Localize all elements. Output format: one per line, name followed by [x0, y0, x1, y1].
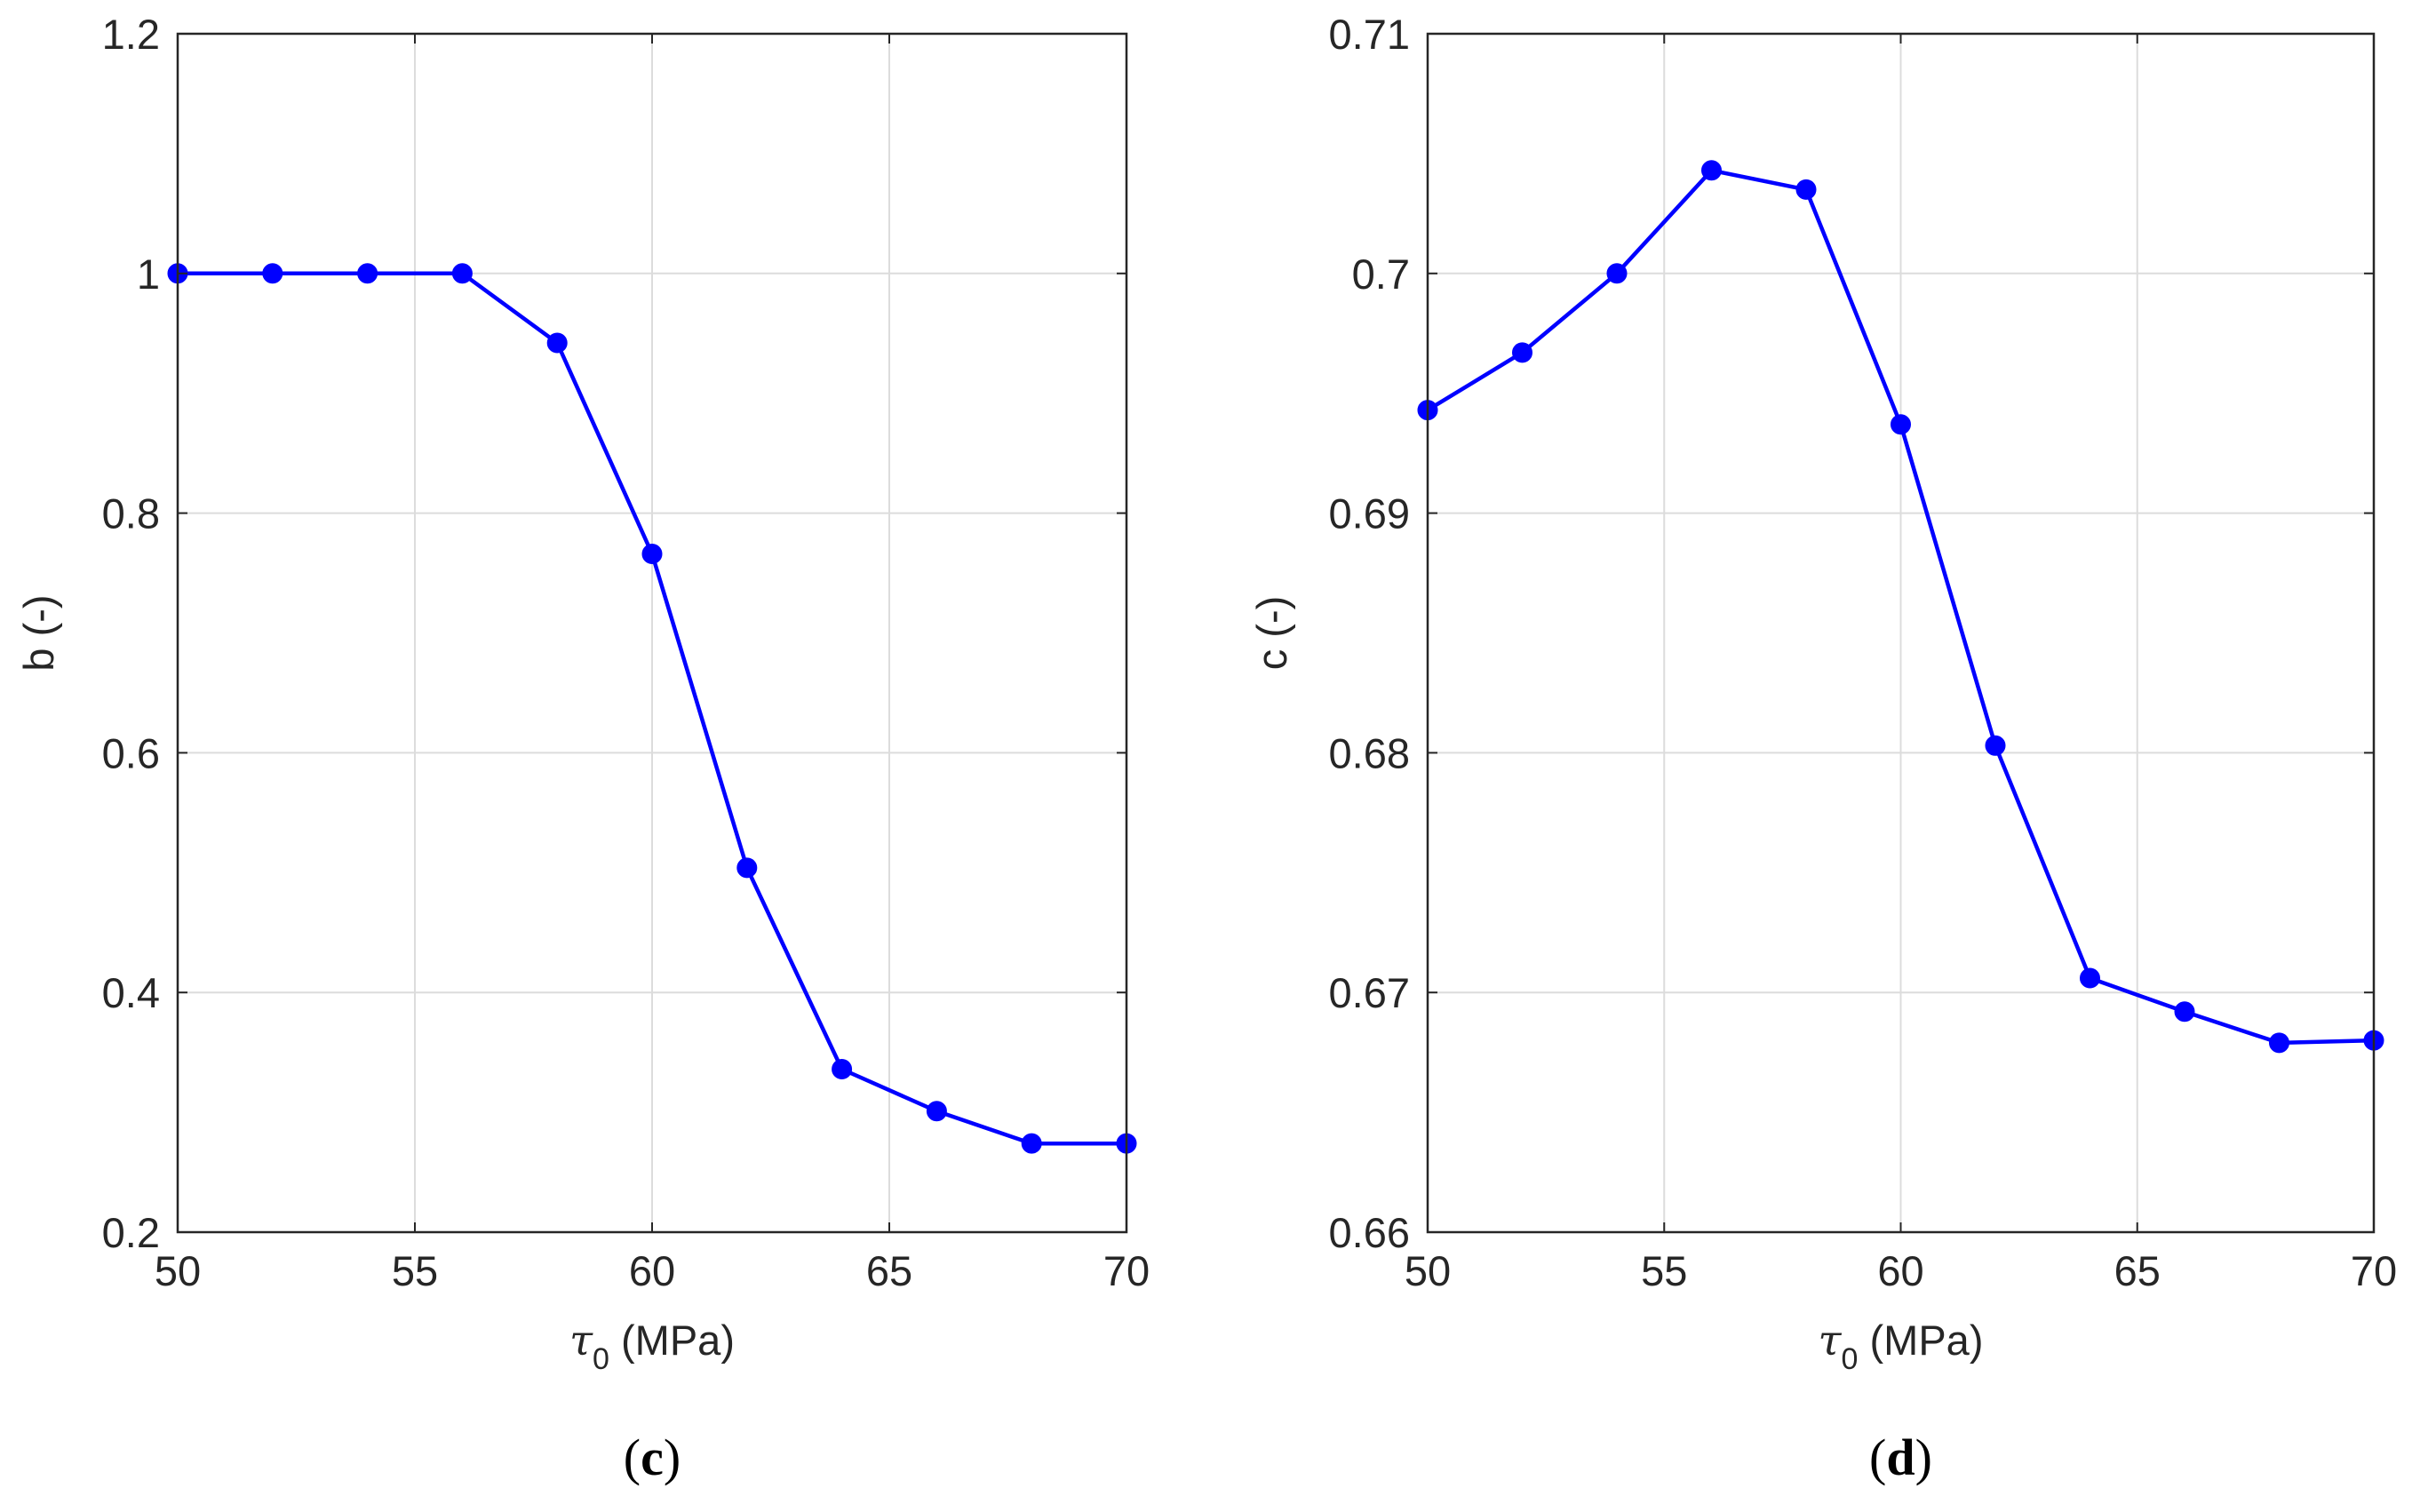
axis-ticks [1427, 33, 2375, 1233]
panel-label-letter: c [641, 1428, 664, 1486]
y-tick-label: 0.68 [1329, 729, 1410, 776]
panel-label: (c) [624, 1428, 681, 1486]
x-tick-label: 65 [2114, 1247, 2161, 1294]
y-tick-label: 0.71 [1329, 11, 1410, 58]
x-tick-labels: 50 55 60 65 70 [155, 1247, 1150, 1294]
data-markers [167, 263, 1137, 1154]
x-axis-label: τ0 (MPa) [1819, 1317, 1984, 1376]
panel-label-close: ) [664, 1428, 681, 1486]
x-axis-label-unit: (MPa) [609, 1317, 735, 1364]
data-point [1021, 1133, 1042, 1154]
data-point [736, 857, 758, 879]
y-tick-label: 0.69 [1329, 490, 1410, 537]
data-point [1795, 179, 1817, 200]
y-tick-label: 1 [137, 251, 160, 298]
y-axis-label: b (-) [15, 594, 62, 671]
panel-label-open: ( [1869, 1428, 1886, 1486]
y-tick-labels: 0.66 0.67 0.68 0.69 0.7 0.71 [1329, 11, 1410, 1256]
data-point [2269, 1032, 2289, 1054]
panel-label: (d) [1869, 1428, 1932, 1486]
data-point [546, 332, 568, 354]
y-tick-labels: 0.2 0.4 0.6 0.8 1 1.2 [102, 11, 160, 1256]
y-tick-label: 0.66 [1329, 1209, 1410, 1256]
data-point [832, 1059, 853, 1080]
x-axis-label-unit: (MPa) [1858, 1317, 1983, 1364]
data-point [357, 263, 378, 284]
panel-label-close: ) [1915, 1428, 1932, 1486]
data-point [926, 1101, 947, 1122]
y-tick-label: 0.67 [1329, 969, 1410, 1016]
axis-ticks [177, 33, 1127, 1233]
y-tick-label: 0.4 [102, 969, 160, 1016]
x-axis-label-symbol: τ [1819, 1317, 1843, 1365]
data-point [262, 263, 283, 284]
y-tick-label: 0.6 [102, 729, 160, 776]
x-tick-label: 60 [629, 1247, 675, 1294]
x-tick-label: 60 [1877, 1247, 1923, 1294]
chart-panel-d: 50 55 60 65 70 0.66 0.67 0.68 0.69 0.7 0.71 τ0 (M… [1248, 11, 2397, 1486]
data-point [2174, 1001, 2195, 1023]
x-tick-label: 50 [1405, 1247, 1451, 1294]
chart-panel-c: 50 55 60 65 70 0.2 0.4 0.6 0.8 1 1.2 τ0 (MPa) b (… [15, 11, 1150, 1486]
x-tick-label: 55 [392, 1247, 438, 1294]
data-point [451, 263, 473, 284]
panel-label-letter: d [1886, 1428, 1915, 1486]
y-tick-label: 0.2 [102, 1209, 160, 1256]
data-markers [1417, 160, 2384, 1054]
data-point [1512, 342, 1532, 363]
data-point [1985, 735, 2006, 756]
panel-label-open: ( [624, 1428, 641, 1486]
x-tick-label: 70 [2351, 1247, 2397, 1294]
x-tick-label: 65 [866, 1247, 912, 1294]
y-tick-label: 1.2 [102, 11, 160, 58]
x-axis-label-subscript: 0 [593, 1342, 609, 1376]
y-axis-label: c (-) [1248, 596, 1295, 671]
x-tick-label: 70 [1103, 1247, 1150, 1294]
x-tick-labels: 50 55 60 65 70 [1405, 1247, 2397, 1294]
data-point [2080, 967, 2100, 989]
data-point [641, 543, 663, 564]
data-point [1891, 414, 1911, 435]
x-axis-label-symbol: τ [569, 1317, 593, 1365]
y-tick-label: 0.8 [102, 490, 160, 537]
x-axis-label-subscript: 0 [1842, 1342, 1859, 1376]
data-point [1701, 160, 1722, 181]
y-tick-label: 0.7 [1352, 251, 1410, 298]
x-axis-label: τ0 (MPa) [569, 1317, 735, 1376]
x-tick-label: 55 [1641, 1247, 1687, 1294]
data-point [1606, 263, 1628, 284]
x-tick-label: 50 [155, 1247, 201, 1294]
